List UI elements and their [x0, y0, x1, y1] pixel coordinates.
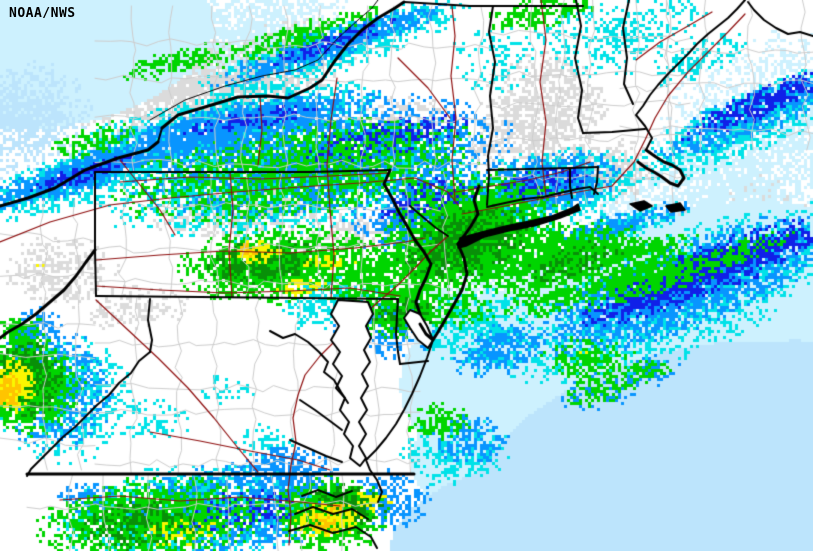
agency-label: NOAA/NWS — [9, 6, 76, 21]
